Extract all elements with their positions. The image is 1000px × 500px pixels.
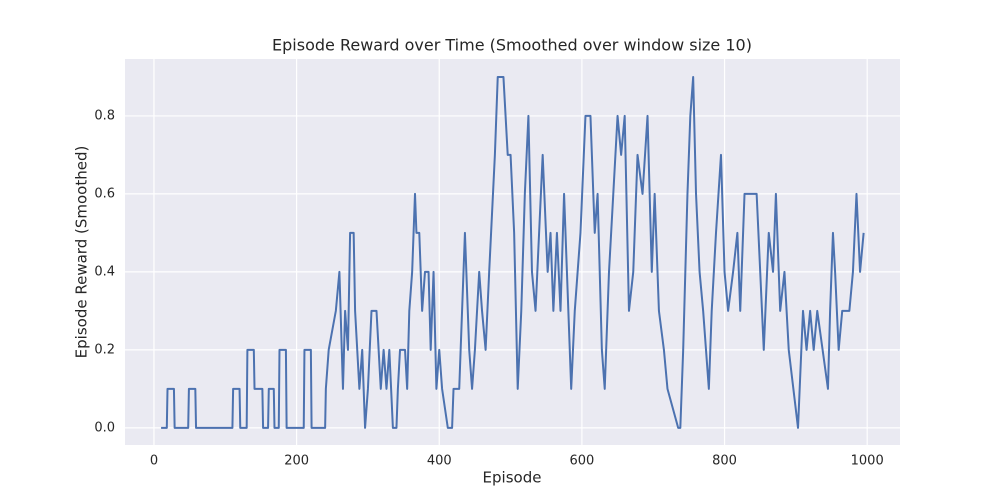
chart-title: Episode Reward over Time (Smoothed over … xyxy=(272,36,752,55)
x-tick-label: 1000 xyxy=(851,454,884,469)
y-tick-label: 0.0 xyxy=(94,420,115,435)
y-tick-label: 0.8 xyxy=(94,108,115,123)
y-tick-label: 0.6 xyxy=(94,186,115,201)
x-tick-label: 800 xyxy=(712,454,737,469)
plot-area xyxy=(125,59,900,445)
y-axis-label: Episode Reward (Smoothed) xyxy=(73,146,91,359)
x-axis-label: Episode xyxy=(483,469,542,487)
x-tick-label: 400 xyxy=(427,454,452,469)
x-tick-label: 200 xyxy=(284,454,309,469)
x-tick-label: 0 xyxy=(150,454,158,469)
y-tick-label: 0.4 xyxy=(94,264,115,279)
y-tick-label: 0.2 xyxy=(94,342,115,357)
data-line xyxy=(161,75,865,429)
x-tick-label: 600 xyxy=(569,454,594,469)
